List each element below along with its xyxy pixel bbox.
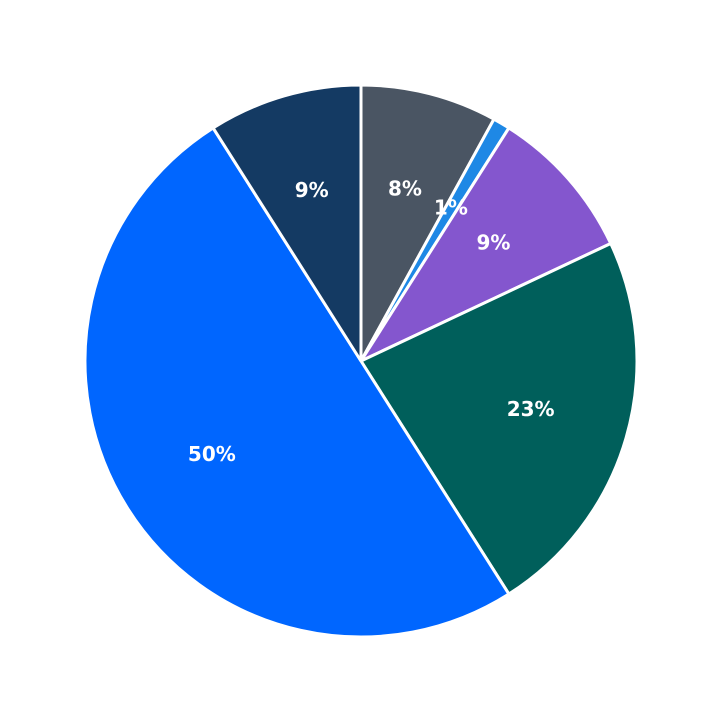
- data-label: 23%: [507, 397, 555, 421]
- pie-slice: [83, 126, 511, 639]
- data-label: 8%: [388, 176, 422, 200]
- data-label: 9%: [477, 231, 511, 255]
- data-label: 50%: [188, 442, 236, 466]
- pie-slice: [359, 241, 639, 596]
- pie-slice: [359, 83, 496, 363]
- pie-slice: [211, 83, 363, 363]
- pie-slice: [359, 126, 613, 363]
- data-label: 1%: [434, 195, 468, 219]
- data-label: 9%: [295, 178, 329, 202]
